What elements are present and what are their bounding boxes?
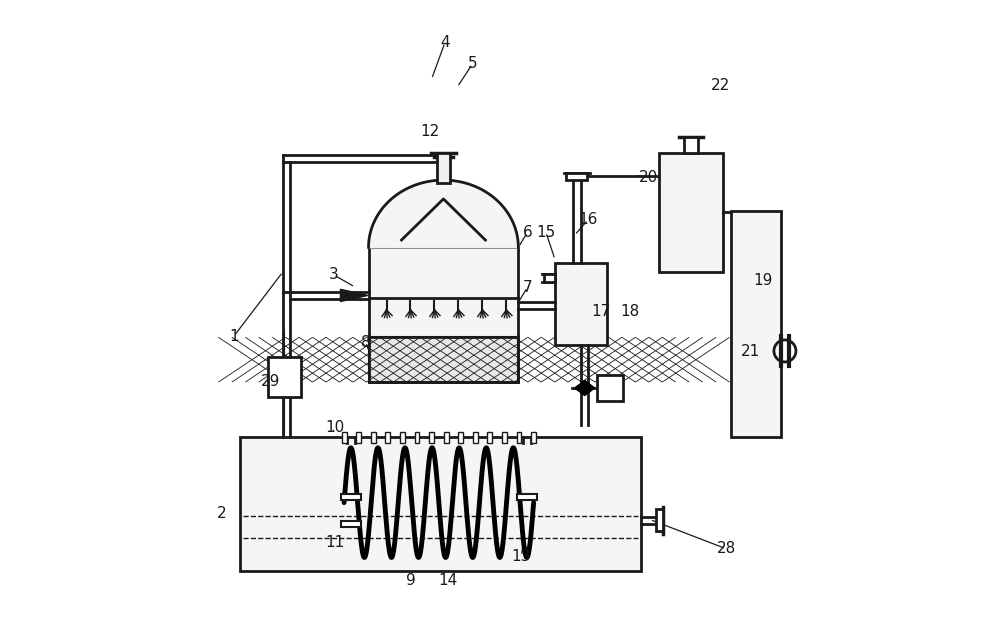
Bar — [502, 432, 507, 443]
Bar — [415, 432, 419, 443]
Bar — [369, 337, 518, 382]
Text: 6: 6 — [523, 225, 532, 239]
Polygon shape — [575, 381, 594, 395]
Text: 14: 14 — [438, 573, 458, 588]
Text: 4: 4 — [440, 35, 450, 50]
Text: 1: 1 — [229, 328, 239, 344]
Bar — [656, 509, 663, 531]
Text: 20: 20 — [639, 170, 658, 184]
Bar — [731, 210, 781, 437]
Bar — [400, 432, 405, 443]
Bar — [437, 152, 450, 183]
Bar — [356, 432, 361, 443]
Bar — [517, 432, 521, 443]
Text: 5: 5 — [468, 56, 477, 72]
Bar — [240, 437, 641, 571]
Bar — [531, 432, 536, 443]
Text: 16: 16 — [578, 212, 598, 227]
Polygon shape — [575, 381, 594, 395]
Bar — [268, 357, 301, 397]
Text: 22: 22 — [710, 78, 730, 93]
Text: 21: 21 — [741, 344, 760, 359]
Bar — [473, 432, 478, 443]
Text: 29: 29 — [261, 375, 280, 389]
Bar — [487, 432, 492, 443]
Bar — [341, 521, 361, 528]
Bar — [544, 275, 555, 281]
Bar — [444, 432, 449, 443]
Text: 8: 8 — [361, 334, 370, 350]
Text: 19: 19 — [753, 273, 773, 289]
Bar — [555, 263, 607, 345]
Text: 10: 10 — [325, 420, 345, 435]
Text: 7: 7 — [523, 280, 532, 294]
Bar — [369, 247, 518, 382]
Bar — [458, 432, 463, 443]
Bar — [684, 138, 698, 152]
Bar — [369, 337, 518, 382]
Bar — [371, 432, 376, 443]
Bar — [385, 432, 390, 443]
Bar — [517, 494, 537, 500]
Polygon shape — [340, 289, 368, 302]
Text: 28: 28 — [717, 541, 736, 557]
Bar — [369, 337, 518, 382]
Bar — [566, 173, 587, 180]
Text: 12: 12 — [420, 123, 439, 139]
Text: 13: 13 — [512, 549, 531, 564]
Text: 18: 18 — [620, 304, 639, 319]
Bar — [342, 432, 347, 443]
Text: 2: 2 — [217, 506, 227, 521]
Bar — [341, 494, 361, 500]
Text: 17: 17 — [591, 304, 611, 319]
Bar — [597, 375, 623, 402]
Bar — [429, 432, 434, 443]
Text: 15: 15 — [536, 225, 555, 239]
Text: 9: 9 — [406, 573, 416, 588]
Text: 11: 11 — [325, 534, 345, 550]
Text: 3: 3 — [329, 267, 339, 283]
Bar — [659, 152, 723, 272]
